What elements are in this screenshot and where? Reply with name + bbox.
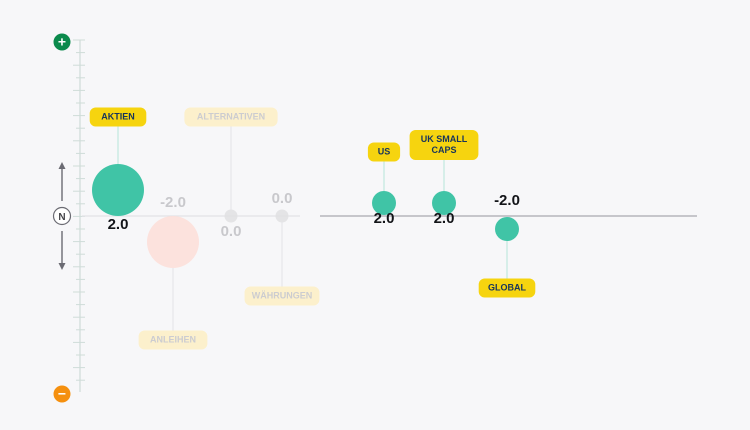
plus-icon: + xyxy=(58,34,66,50)
point-bubble[interactable] xyxy=(224,209,238,223)
point-label-pill xyxy=(409,130,479,160)
point-value: 2.0 xyxy=(434,210,455,227)
minus-circle xyxy=(53,385,71,403)
point-label: ALTERNATIVEN xyxy=(197,112,265,122)
data-point-währungen[interactable]: WÄHRUNGEN 0.0 xyxy=(244,190,320,306)
neutral-icon: N xyxy=(58,212,65,223)
data-point-alternativen[interactable]: ALTERNATIVEN 0.0 xyxy=(184,107,278,241)
point-label-pill xyxy=(184,107,278,127)
point-label-pill xyxy=(138,330,208,350)
point-label: ANLEIHEN xyxy=(150,335,196,345)
data-point-anleihen[interactable]: ANLEIHEN -2.0 xyxy=(138,194,208,350)
point-label: UK SMALL xyxy=(421,134,468,144)
data-point-us[interactable]: US 2.0 xyxy=(367,142,401,228)
neutral-circle xyxy=(52,206,72,226)
point-value: 0.0 xyxy=(272,190,293,207)
point-label: CAPS xyxy=(431,145,456,155)
scale-bottom-badge: − xyxy=(53,385,71,403)
point-value: 2.0 xyxy=(374,210,395,227)
point-label-pill xyxy=(244,286,320,306)
data-points: AKTIEN2.0ANLEIHEN-2.0ALTERNATIVEN0.0WÄHR… xyxy=(89,107,536,350)
point-label: WÄHRUNGEN xyxy=(252,291,313,301)
neutral-badge: N xyxy=(52,206,72,226)
point-value: 2.0 xyxy=(108,216,129,233)
point-label: AKTIEN xyxy=(101,112,135,122)
minus-icon: − xyxy=(58,386,66,402)
point-label: US xyxy=(378,147,391,157)
point-bubble[interactable] xyxy=(495,217,519,241)
down-arrow-icon xyxy=(58,231,66,270)
point-label-pill xyxy=(89,107,147,127)
scale-top-badge: + xyxy=(53,33,71,51)
up-arrow-icon xyxy=(58,162,66,201)
point-bubble[interactable] xyxy=(147,216,199,268)
point-bubble[interactable] xyxy=(275,209,289,223)
point-bubble[interactable] xyxy=(372,191,396,215)
point-value: 0.0 xyxy=(221,223,242,240)
point-label: GLOBAL xyxy=(488,283,526,293)
data-point-global[interactable]: GLOBAL -2.0 xyxy=(478,192,536,298)
point-bubble[interactable] xyxy=(92,164,144,216)
point-label-pill xyxy=(367,142,401,162)
point-label-pill xyxy=(478,278,536,298)
point-bubble[interactable] xyxy=(432,191,456,215)
vertical-scale xyxy=(73,39,85,392)
plus-circle xyxy=(53,33,71,51)
point-value: -2.0 xyxy=(494,192,520,209)
data-point-aktien[interactable]: AKTIEN 2.0 xyxy=(89,107,147,234)
point-value: -2.0 xyxy=(160,194,186,211)
